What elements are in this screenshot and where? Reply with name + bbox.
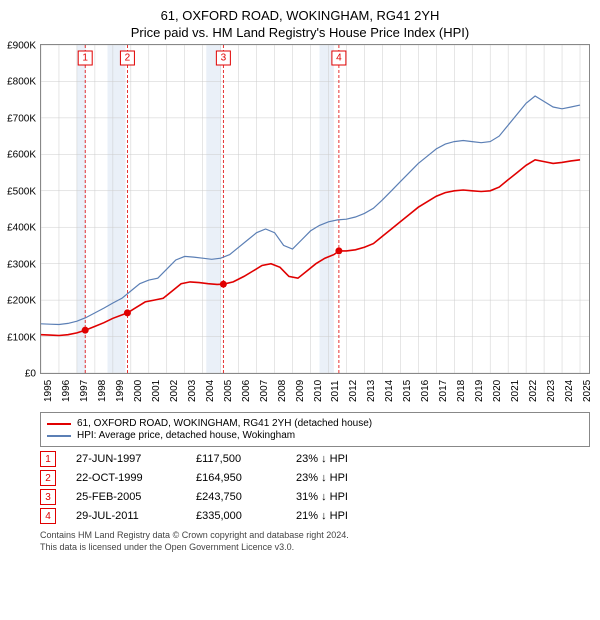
sale-row: 2 22-OCT-1999 £164,950 23% ↓ HPI <box>40 470 590 486</box>
sale-price: £335,000 <box>196 510 276 522</box>
sale-diff: 23% ↓ HPI <box>296 472 396 484</box>
x-tick-label: 2021 <box>510 380 521 402</box>
x-tick-label: 2015 <box>402 380 413 402</box>
sale-number-box: 3 <box>40 489 56 505</box>
x-tick-label: 2010 <box>313 380 324 402</box>
sale-marker-dot <box>335 247 342 254</box>
sale-date: 27-JUN-1997 <box>76 453 176 465</box>
chart-container: 61, OXFORD ROAD, WOKINGHAM, RG41 2YH Pri… <box>0 0 600 553</box>
x-tick-label: 2022 <box>528 380 539 402</box>
footer-line1: Contains HM Land Registry data © Crown c… <box>40 530 590 542</box>
sale-date: 25-FEB-2005 <box>76 491 176 503</box>
x-tick-label: 2014 <box>384 380 395 402</box>
footer: Contains HM Land Registry data © Crown c… <box>40 530 590 553</box>
y-tick-label: £800K <box>7 77 36 88</box>
x-tick-label: 2019 <box>474 380 485 402</box>
x-tick-label: 2024 <box>564 380 575 402</box>
sale-number-box: 4 <box>40 508 56 524</box>
shaded-band <box>206 45 220 373</box>
sale-marker-dot <box>124 309 131 316</box>
y-tick-label: £400K <box>7 223 36 234</box>
sale-marker-number: 4 <box>336 53 342 64</box>
y-tick-label: £700K <box>7 113 36 124</box>
sale-diff: 23% ↓ HPI <box>296 453 396 465</box>
legend: 61, OXFORD ROAD, WOKINGHAM, RG41 2YH (de… <box>40 412 590 447</box>
x-tick-label: 2013 <box>366 380 377 402</box>
legend-label: HPI: Average price, detached house, Woki… <box>77 430 295 441</box>
shaded-band <box>319 45 333 373</box>
x-tick-label: 2002 <box>169 380 180 402</box>
y-tick-label: £900K <box>7 41 36 52</box>
sale-row: 4 29-JUL-2011 £335,000 21% ↓ HPI <box>40 508 590 524</box>
sale-price: £117,500 <box>196 453 276 465</box>
x-tick-label: 2008 <box>277 380 288 402</box>
sale-marker-dot <box>220 281 227 288</box>
sale-date: 22-OCT-1999 <box>76 472 176 484</box>
x-tick-label: 2025 <box>582 380 593 402</box>
sale-number-box: 2 <box>40 470 56 486</box>
sale-price: £164,950 <box>196 472 276 484</box>
sale-number-box: 1 <box>40 451 56 467</box>
x-tick-label: 2006 <box>241 380 252 402</box>
x-tick-label: 2011 <box>330 380 341 402</box>
y-tick-label: £100K <box>7 332 36 343</box>
x-tick-label: 2023 <box>546 380 557 402</box>
sales-table: 1 27-JUN-1997 £117,500 23% ↓ HPI 2 22-OCT-199… <box>40 451 590 524</box>
x-tick-label: 1999 <box>115 380 126 402</box>
x-tick-label: 1995 <box>43 380 54 402</box>
sale-marker-number: 1 <box>82 53 88 64</box>
sale-price: £243,750 <box>196 491 276 503</box>
x-tick-label: 2020 <box>492 380 503 402</box>
sale-marker-number: 2 <box>125 53 131 64</box>
x-tick-label: 2012 <box>348 380 359 402</box>
x-axis-labels: 1995 1996 1997 1998 1999 2000 2001 2002 2003 2004… <box>40 374 590 406</box>
y-axis-labels: £0£100K£200K£300K£400K£500K£600K£700K£80… <box>0 46 38 376</box>
sale-diff: 31% ↓ HPI <box>296 491 396 503</box>
y-tick-label: £600K <box>7 150 36 161</box>
sale-row: 1 27-JUN-1997 £117,500 23% ↓ HPI <box>40 451 590 467</box>
plot-area: 1 2 3 4 <box>40 44 590 374</box>
shaded-band <box>77 45 86 373</box>
sale-marker-number: 3 <box>221 53 227 64</box>
x-tick-label: 2003 <box>187 380 198 402</box>
legend-item: 61, OXFORD ROAD, WOKINGHAM, RG41 2YH (de… <box>47 418 583 429</box>
x-tick-label: 2005 <box>223 380 234 402</box>
x-tick-label: 2017 <box>438 380 449 402</box>
y-tick-label: £300K <box>7 259 36 270</box>
x-tick-label: 2004 <box>205 380 216 402</box>
x-tick-label: 1997 <box>79 380 90 402</box>
x-tick-label: 2018 <box>456 380 467 402</box>
title-address: 61, OXFORD ROAD, WOKINGHAM, RG41 2YH <box>0 8 600 23</box>
y-tick-label: £200K <box>7 296 36 307</box>
x-tick-label: 1996 <box>61 380 72 402</box>
title-subtitle: Price paid vs. HM Land Registry's House … <box>0 25 600 40</box>
legend-swatch <box>47 435 71 437</box>
x-tick-label: 2001 <box>151 380 162 402</box>
shaded-band <box>107 45 125 373</box>
sale-date: 29-JUL-2011 <box>76 510 176 522</box>
y-tick-label: £0 <box>25 369 36 380</box>
legend-label: 61, OXFORD ROAD, WOKINGHAM, RG41 2YH (de… <box>77 418 372 429</box>
title-block: 61, OXFORD ROAD, WOKINGHAM, RG41 2YH Pri… <box>0 0 600 44</box>
y-tick-label: £500K <box>7 186 36 197</box>
x-tick-label: 2000 <box>133 380 144 402</box>
footer-line2: This data is licensed under the Open Gov… <box>40 542 590 554</box>
sale-marker-dot <box>82 327 89 334</box>
x-tick-label: 2007 <box>259 380 270 402</box>
sale-diff: 21% ↓ HPI <box>296 510 396 522</box>
legend-swatch <box>47 423 71 425</box>
x-tick-label: 1998 <box>97 380 108 402</box>
chart-svg: 1 2 3 4 <box>41 45 589 373</box>
legend-item: HPI: Average price, detached house, Woki… <box>47 430 583 441</box>
x-tick-label: 2009 <box>295 380 306 402</box>
sale-row: 3 25-FEB-2005 £243,750 31% ↓ HPI <box>40 489 590 505</box>
x-tick-label: 2016 <box>420 380 431 402</box>
